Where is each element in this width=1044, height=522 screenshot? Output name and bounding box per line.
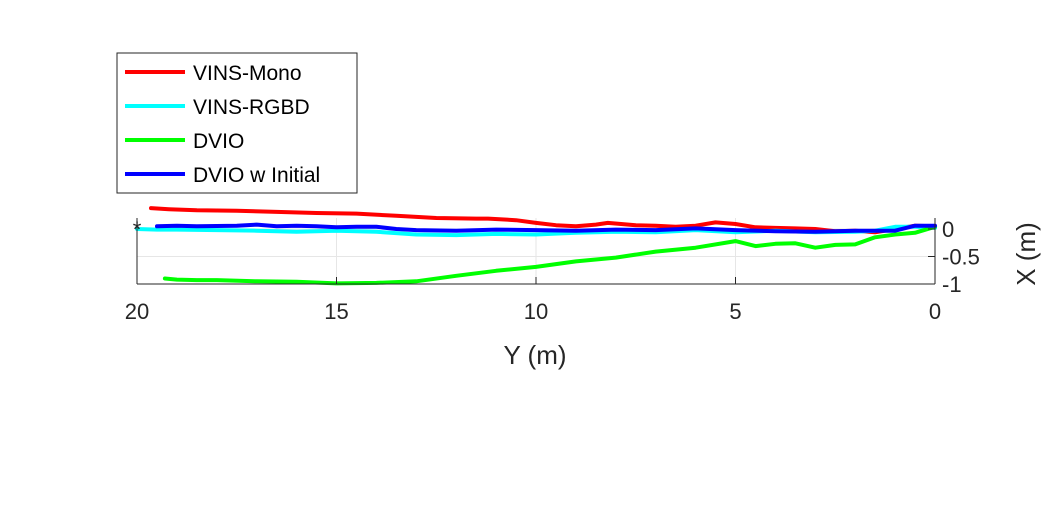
x-tick-label: 5 [729,299,741,324]
legend: VINS-Mono VINS-RGBD DVIO DVIO w Initial [116,52,358,194]
series-line-dvio-w-initial [155,222,937,234]
plot-area: 20 15 10 5 0 0 -0.5-1 * [125,206,980,324]
y-tick-label: -0.5 [942,245,980,270]
legend-label: VINS-RGBD [193,96,310,119]
legend-label: DVIO [193,130,244,153]
x-axis-label: Y (m) [503,340,566,370]
x-tick-label: 15 [324,299,348,324]
y-tick-label: 0 [942,217,954,242]
legend-label: VINS-Mono [193,62,302,85]
x-tick-label: 10 [524,299,548,324]
start-marker: * [133,217,142,242]
x-tick-label: 0 [929,299,941,324]
y-axis-label: X (m) [1011,222,1041,286]
legend-box [116,52,358,194]
x-tick-label: 20 [125,299,149,324]
series-line-dvio [162,224,937,286]
legend-label: DVIO w Initial [193,164,320,187]
y-tick-label: -1 [942,272,962,297]
